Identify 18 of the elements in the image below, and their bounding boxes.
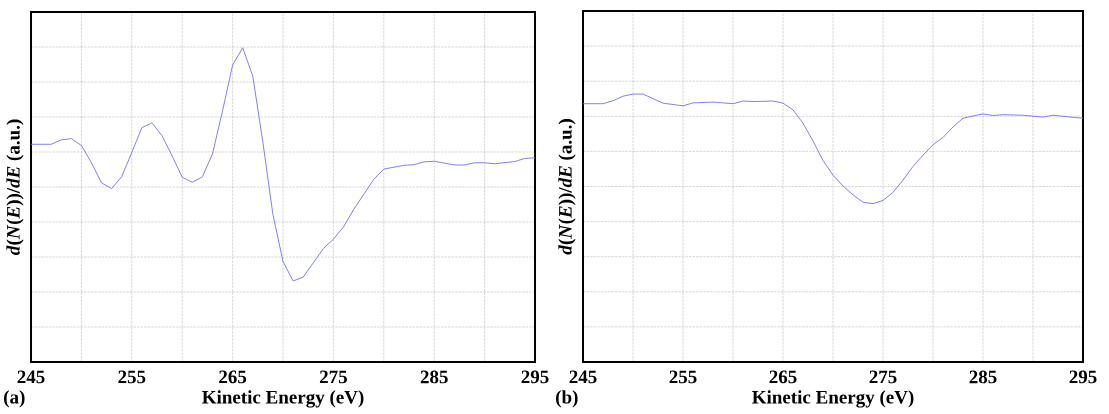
x-tick-label: 265 (219, 370, 247, 384)
x-tick-label: 295 (1069, 370, 1097, 384)
text: (a) (4, 390, 25, 408)
x-tick-label: 245 (569, 370, 597, 384)
x-tick-label: 285 (420, 370, 448, 384)
x-tick-label: 255 (118, 370, 146, 384)
x-tick-label: 275 (319, 370, 347, 384)
x-tick-label: 245 (17, 370, 45, 384)
x-tick-label: 285 (969, 370, 997, 384)
x-tick-label: 275 (869, 370, 897, 384)
x-tick-label: 265 (769, 370, 797, 384)
x-axis-title: Kinetic Energy (eV) (202, 390, 364, 408)
x-tick-label: 295 (521, 370, 549, 384)
x-axis-title: Kinetic Energy (eV) (752, 390, 914, 408)
y-axis-title: d(N(E))/dE (a.u.) (558, 119, 576, 255)
y-axis-title: d(N(E))/dE (a.u.) (6, 119, 24, 256)
text: (b) (556, 390, 578, 408)
x-tick-label: 255 (669, 370, 697, 384)
